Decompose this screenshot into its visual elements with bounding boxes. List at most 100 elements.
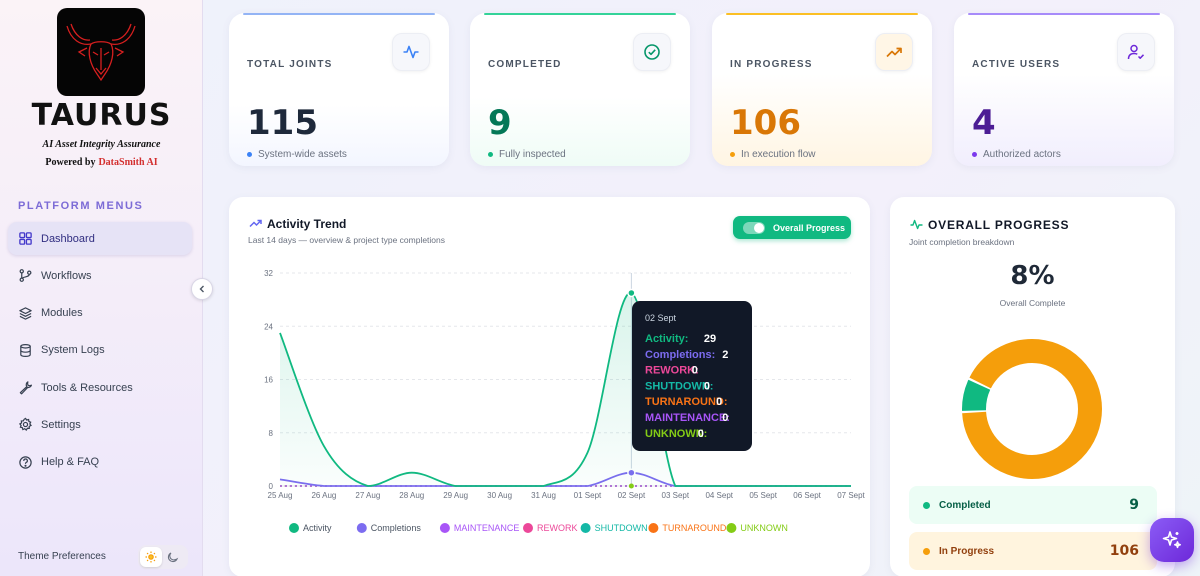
legend-label: Completions [371, 523, 422, 533]
brand-tagline: AI Asset Integrity Assurance [42, 139, 161, 150]
theme-dark-button[interactable] [162, 547, 184, 567]
stat-card-total-joints: TOTAL JOINTS 115 System-wide assets [229, 13, 449, 166]
tooltip-row-label: Activity: [645, 333, 688, 345]
legend-label: Completed [939, 499, 991, 511]
gear-icon [18, 418, 32, 432]
y-tick-label: 24 [264, 322, 273, 331]
sidebar-item-system-logs[interactable]: System Logs [8, 334, 192, 367]
x-tick-label: 02 Sept [618, 491, 646, 500]
progress-donut-chart[interactable] [890, 315, 1175, 515]
sidebar: TAURUS AI Asset Integrity Assurance Powe… [0, 0, 203, 576]
x-tick-label: 01 Sept [574, 491, 602, 500]
toggle-switch [743, 221, 765, 234]
git-branch-icon [19, 269, 32, 283]
trending-up-icon [886, 47, 902, 58]
x-tick-label: 29 Aug [443, 491, 468, 500]
sidebar-item-modules[interactable]: Modules [8, 297, 192, 330]
tooltip-row-value: 0 [698, 428, 704, 440]
legend-item-unknown[interactable]: UNKNOWN [726, 523, 788, 533]
activity-trend-chart[interactable]: 0 8 16 24 32 25 Aug 26 Aug 27 Aug 28 Aug 29 Aug 30… [229, 197, 870, 576]
stat-icon-button [1117, 33, 1155, 71]
legend-item-turnaround[interactable]: TURNAROUND [648, 523, 727, 533]
sidebar-item-settings[interactable]: Settings [8, 408, 192, 441]
tooltip-row-label: MAINTENANCE: [645, 412, 730, 424]
legend-item-maintenance[interactable]: MAINTENANCE [439, 523, 520, 533]
stat-label: COMPLETED [488, 59, 562, 70]
legend-label: MAINTENANCE [454, 523, 520, 533]
sidebar-item-workflows[interactable]: Workflows [8, 259, 192, 292]
overall-progress-toggle[interactable]: Overall Progress [733, 216, 851, 239]
tooltip-row-label: Completions: [645, 349, 715, 361]
x-tick-label: 28 Aug [399, 491, 424, 500]
stat-card-active-users: ACTIVE USERS 4 Authorized actors [954, 13, 1174, 166]
donut-segment-in-progress[interactable] [962, 339, 1102, 479]
overall-progress-title: OVERALL PROGRESS [928, 218, 1070, 232]
stat-desc-text: System-wide assets [258, 149, 347, 160]
legend-item-activity[interactable]: Activity [289, 523, 332, 533]
sidebar-item-dashboard[interactable]: Dashboard [8, 222, 192, 255]
status-dot [488, 152, 493, 157]
overall-percent: 8% [1010, 261, 1055, 291]
activity-icon [910, 219, 923, 230]
x-tick-label: 30 Aug [487, 491, 512, 500]
sidebar-item-help-faq[interactable]: Help & FAQ [8, 446, 192, 479]
stat-description: System-wide assets [247, 149, 347, 160]
theme-toggle [138, 545, 188, 569]
series-line-activity [279, 292, 851, 487]
grid-icon [19, 232, 32, 245]
stat-value: 9 [488, 103, 512, 143]
legend-item-completions[interactable]: Completions [356, 523, 422, 533]
stat-value: 4 [972, 103, 996, 143]
tooltip-row-value: 2 [722, 349, 728, 361]
x-tick-label: 27 Aug [355, 491, 380, 500]
tooltip-row-value: 0 [722, 412, 728, 424]
data-point-activity[interactable] [627, 288, 636, 298]
x-tick-label: 31 Aug [531, 491, 556, 500]
y-tick-label: 0 [269, 482, 274, 491]
status-dot [730, 152, 735, 157]
donut-segment-completed[interactable] [962, 339, 1102, 479]
brand-name: TAURUS [31, 98, 172, 133]
trending-up-icon [249, 219, 262, 228]
x-tick-label: 05 Sept [749, 491, 777, 500]
activity-trend-title: Activity Trend [267, 217, 347, 231]
bull-head-icon [66, 23, 136, 82]
x-tick-label: 04 Sept [705, 491, 733, 500]
stat-description: Authorized actors [972, 149, 1061, 160]
overall-progress-subtitle: Joint completion breakdown [909, 237, 1015, 247]
x-tick-label: 06 Sept [793, 491, 821, 500]
collapse-sidebar-button[interactable] [191, 278, 213, 300]
legend-dot [923, 501, 930, 509]
stat-label: ACTIVE USERS [972, 59, 1061, 70]
tooltip-row-label: SHUTDOWN: [645, 380, 713, 392]
stat-label: TOTAL JOINTS [247, 59, 333, 70]
chevron-left-icon [199, 285, 204, 293]
status-dot [972, 152, 977, 157]
legend-label: Activity [303, 523, 332, 533]
ai-assistant-button[interactable] [1150, 518, 1194, 562]
x-tick-label: 26 Aug [311, 491, 336, 500]
y-tick-label: 8 [269, 429, 274, 438]
taurus-logo[interactable] [57, 8, 145, 96]
legend-label: In Progress [939, 545, 995, 557]
sidebar-item-tools-resources[interactable]: Tools & Resources [8, 371, 192, 404]
legend-item-rework[interactable]: REWORK [523, 523, 578, 533]
stat-desc-text: In execution flow [741, 149, 816, 160]
tooltip-row-value: 0 [716, 396, 722, 408]
tooltip-row-label: TURNAROUND: [645, 396, 728, 408]
sidebar-item-label: Help & FAQ [41, 456, 100, 469]
x-tick-label: 25 Aug [268, 491, 293, 500]
brand-powered-by: Powered by DataSmith AI [0, 157, 203, 168]
legend-label: REWORK [537, 523, 578, 533]
stat-desc-text: Authorized actors [983, 149, 1061, 160]
stat-label: IN PROGRESS [730, 59, 813, 70]
stat-icon-button [633, 33, 671, 71]
theme-light-button[interactable] [140, 547, 162, 567]
legend-item-shutdown[interactable]: SHUTDOWN [580, 523, 648, 533]
status-dot [247, 152, 252, 157]
sun-icon [145, 551, 157, 563]
sidebar-item-label: Tools & Resources [41, 381, 133, 394]
check-circle-icon [644, 44, 660, 60]
user-check-icon [1127, 44, 1145, 60]
